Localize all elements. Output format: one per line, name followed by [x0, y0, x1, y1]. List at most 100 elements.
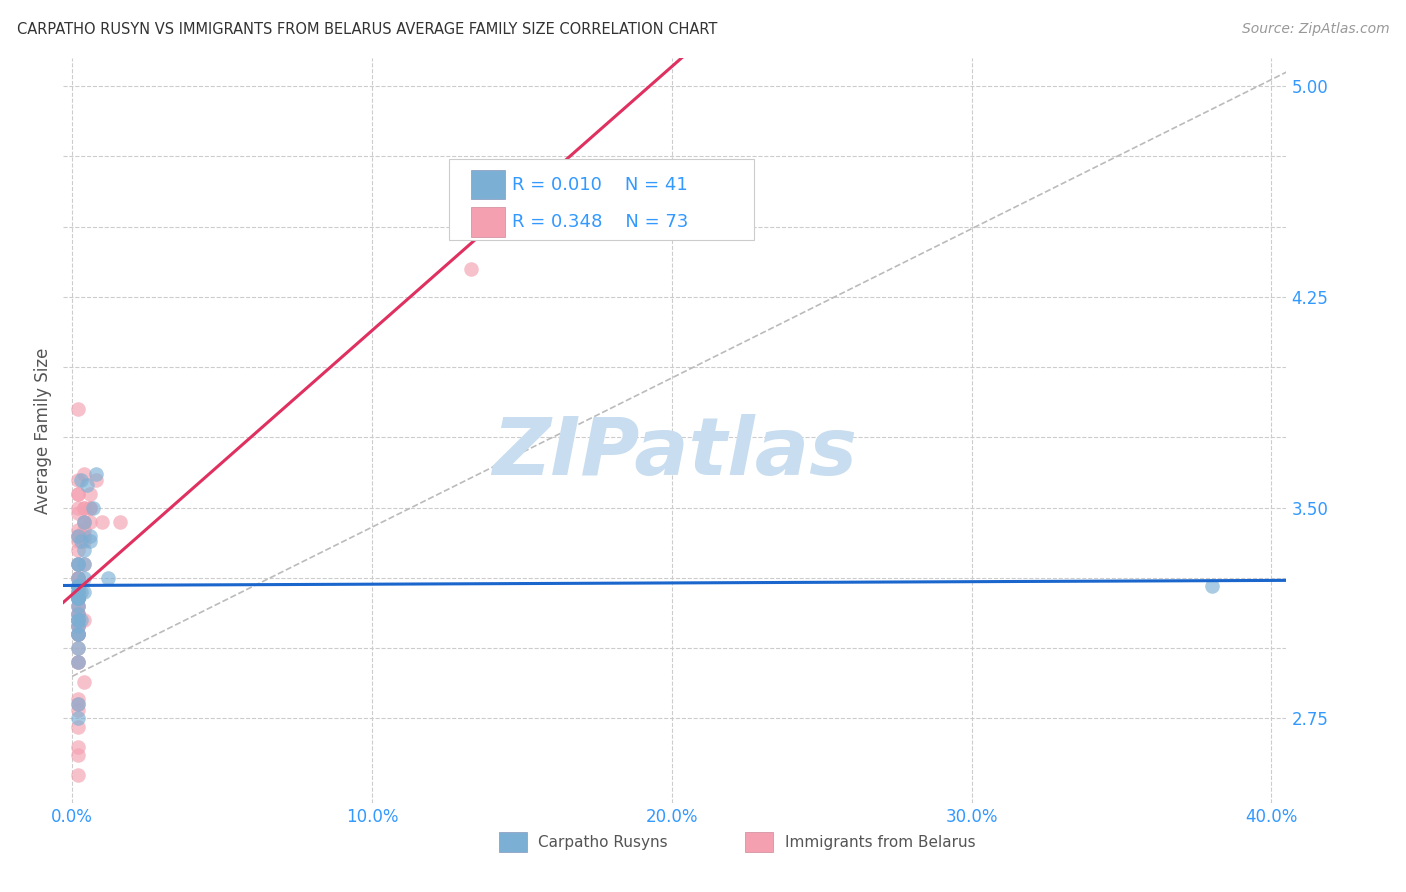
Point — [67, 585, 90, 599]
Point — [67, 591, 90, 605]
Point — [70, 585, 93, 599]
Point — [67, 711, 90, 725]
Point — [79, 500, 101, 515]
Point — [67, 529, 90, 543]
Point — [67, 579, 90, 593]
Point — [76, 478, 98, 492]
Text: Carpatho Rusyns: Carpatho Rusyns — [538, 835, 668, 849]
Point — [67, 571, 90, 585]
Bar — [471, 207, 505, 236]
Point — [67, 486, 90, 500]
Point — [67, 571, 90, 585]
Point — [67, 767, 90, 781]
Point — [67, 591, 90, 605]
Point — [67, 557, 90, 571]
Point — [67, 641, 90, 656]
Point — [67, 627, 90, 641]
Point — [73, 542, 96, 557]
Point — [67, 486, 90, 500]
Text: Source: ZipAtlas.com: Source: ZipAtlas.com — [1241, 22, 1389, 37]
Point — [67, 585, 90, 599]
Point — [67, 557, 90, 571]
Point — [73, 585, 96, 599]
Point — [67, 523, 90, 537]
Point — [67, 473, 90, 487]
Point — [67, 591, 90, 605]
Point — [67, 591, 90, 605]
Point — [67, 703, 90, 717]
Point — [67, 402, 90, 417]
Point — [67, 585, 90, 599]
Point — [67, 579, 90, 593]
Text: R = 0.348    N = 73: R = 0.348 N = 73 — [512, 213, 689, 231]
Point — [79, 529, 101, 543]
Point — [67, 747, 90, 762]
Point — [70, 473, 93, 487]
Point — [73, 515, 96, 529]
Point — [73, 500, 96, 515]
Text: R = 0.010    N = 41: R = 0.010 N = 41 — [512, 176, 688, 194]
Point — [1201, 579, 1223, 593]
Point — [67, 599, 90, 613]
Point — [67, 627, 90, 641]
Point — [73, 515, 96, 529]
Point — [67, 627, 90, 641]
FancyBboxPatch shape — [449, 159, 755, 241]
Point — [73, 500, 96, 515]
Point — [79, 534, 101, 549]
Point — [67, 698, 90, 712]
Point — [67, 613, 90, 627]
Point — [79, 515, 101, 529]
Point — [67, 571, 90, 585]
Point — [67, 641, 90, 656]
Point — [67, 607, 90, 622]
Point — [67, 591, 90, 605]
Point — [67, 529, 90, 543]
Y-axis label: Average Family Size: Average Family Size — [34, 347, 52, 514]
Point — [460, 261, 482, 276]
Point — [67, 579, 90, 593]
Point — [67, 627, 90, 641]
Point — [67, 618, 90, 632]
Point — [73, 613, 96, 627]
Point — [67, 591, 90, 605]
Point — [67, 691, 90, 706]
Point — [73, 571, 96, 585]
Point — [73, 529, 96, 543]
Point — [67, 579, 90, 593]
Point — [67, 618, 90, 632]
Point — [67, 613, 90, 627]
Point — [84, 473, 107, 487]
Point — [67, 627, 90, 641]
Point — [67, 591, 90, 605]
Point — [84, 467, 107, 481]
Point — [67, 613, 90, 627]
Point — [67, 557, 90, 571]
Point — [67, 607, 90, 622]
Point — [67, 579, 90, 593]
Point — [67, 618, 90, 632]
Point — [67, 599, 90, 613]
Point — [67, 534, 90, 549]
Point — [67, 613, 90, 627]
Point — [73, 534, 96, 549]
Point — [67, 557, 90, 571]
Point — [73, 523, 96, 537]
Point — [67, 571, 90, 585]
Point — [67, 591, 90, 605]
Point — [67, 579, 90, 593]
Point — [91, 515, 114, 529]
Point — [79, 486, 101, 500]
Point — [67, 607, 90, 622]
Point — [67, 506, 90, 520]
Point — [67, 698, 90, 712]
Point — [67, 655, 90, 669]
Point — [97, 571, 120, 585]
Point — [73, 675, 96, 690]
Bar — [471, 169, 505, 200]
Point — [67, 627, 90, 641]
Point — [67, 500, 90, 515]
Point — [67, 613, 90, 627]
Point — [67, 571, 90, 585]
Text: Immigrants from Belarus: Immigrants from Belarus — [785, 835, 976, 849]
